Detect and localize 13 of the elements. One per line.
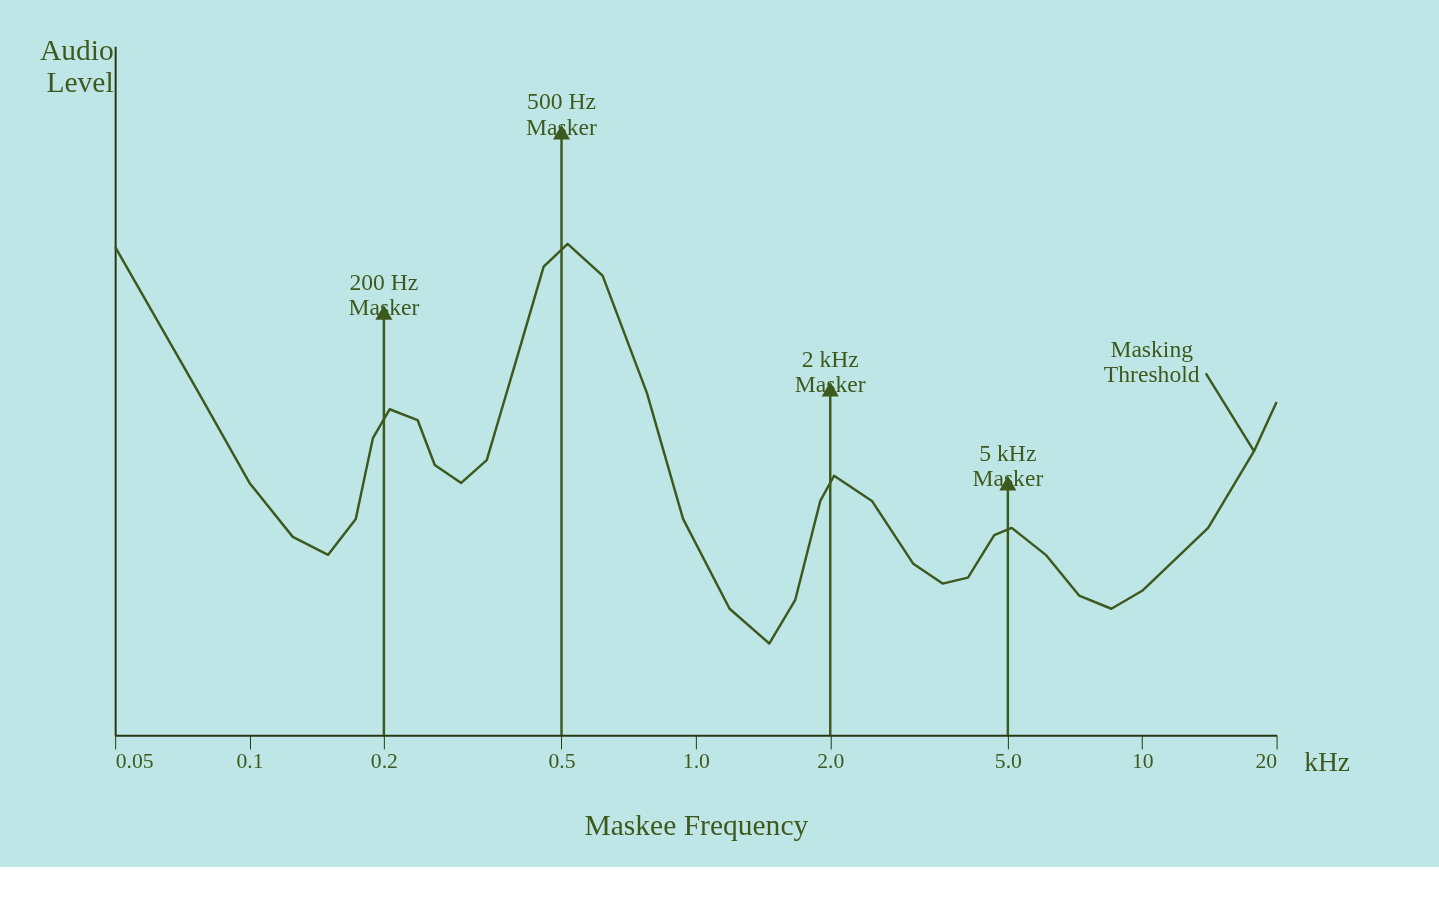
x-tick-label: 1.0 [682,749,710,774]
x-tick-label: 0.05 [115,749,154,774]
x-tick-label: 20 [1255,749,1278,774]
annotation: Masking Threshold [1103,335,1200,388]
y-axis-title: Audio Level [39,34,114,98]
text: kHz [1304,745,1351,777]
x-tick-label: 0.2 [370,749,398,774]
x-tick-label: 2.0 [817,749,845,774]
x-tick-label: 0.1 [236,749,264,774]
x-tick-label: 10 [1131,749,1154,774]
x-tick-label: 5.0 [994,749,1022,774]
x-axis-title: Maskee Frequency [584,809,809,842]
x-tick-label: 0.5 [548,749,576,774]
